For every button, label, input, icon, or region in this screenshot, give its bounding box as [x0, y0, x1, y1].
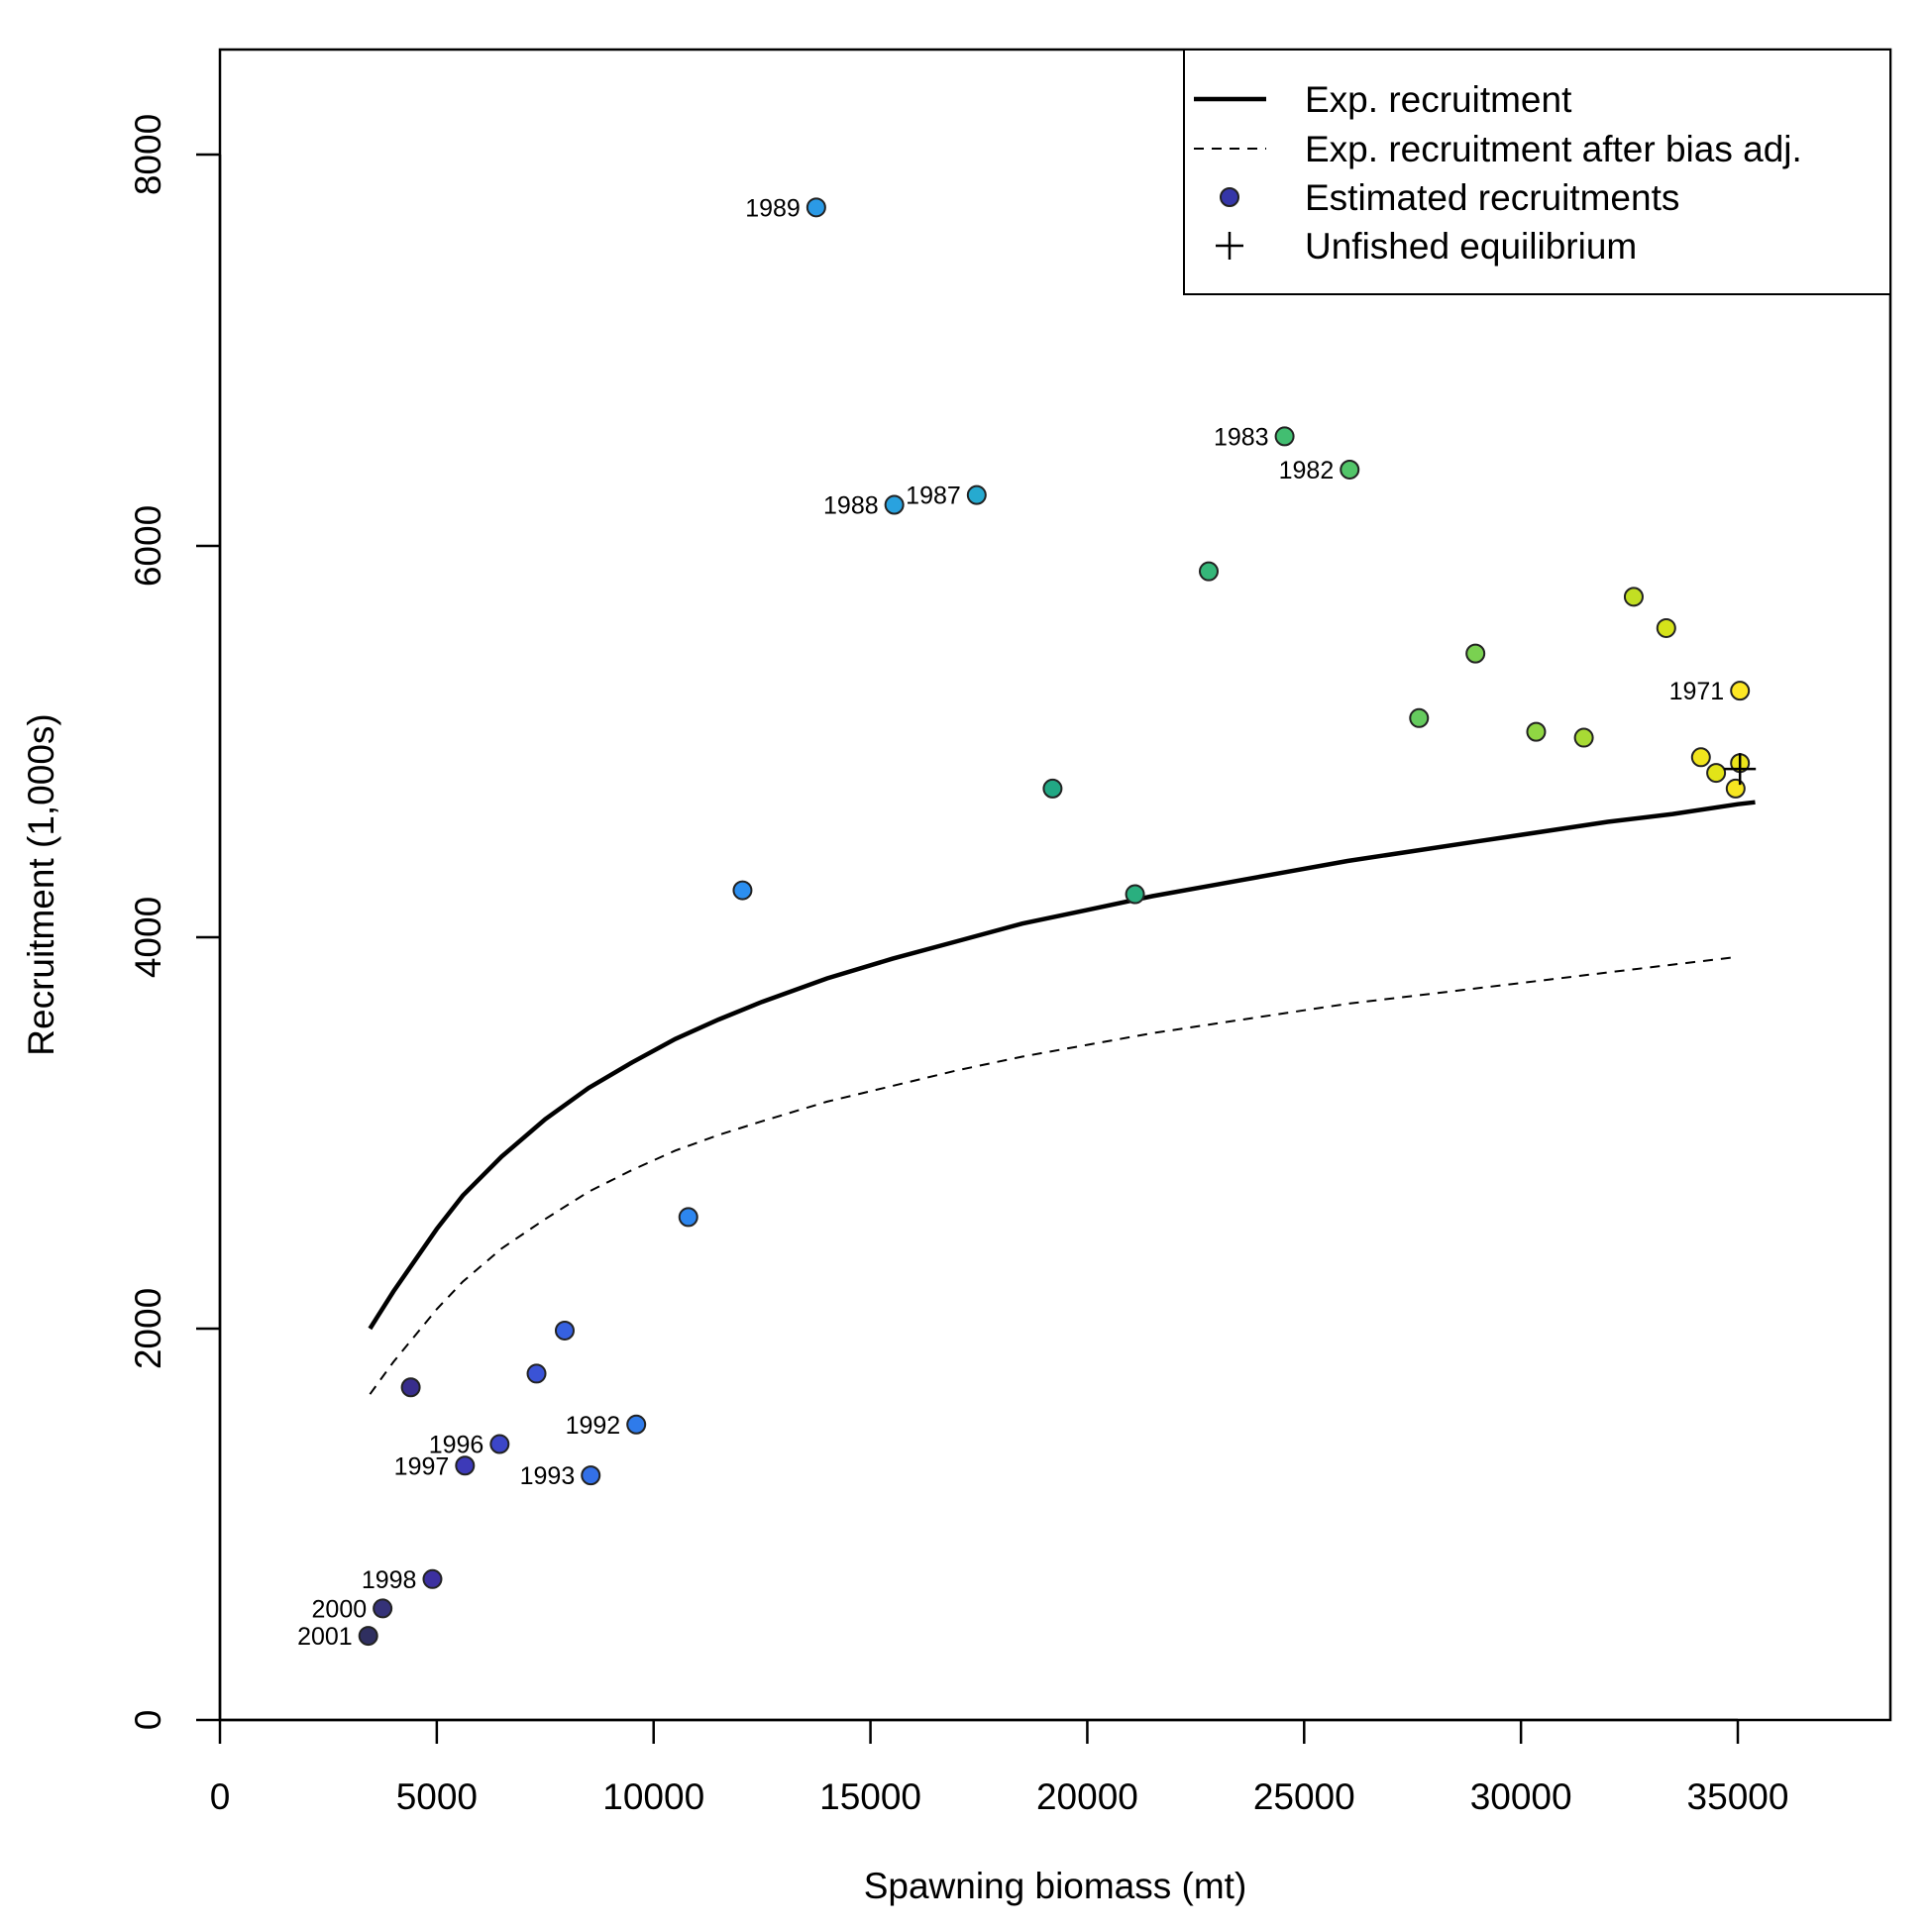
recruitment-point: [489, 1434, 510, 1454]
y-tick-label: 0: [128, 1710, 168, 1731]
recruitment-point: [732, 880, 753, 901]
recruitment-point: [455, 1455, 476, 1476]
recruitment-point: [1623, 587, 1644, 607]
recruitment-point: [1690, 747, 1711, 768]
point-year-label: 2000: [312, 1595, 368, 1623]
recruitment-point: [805, 197, 826, 218]
recruitment-point: [884, 494, 905, 515]
y-axis-label: Recruitment (1,000s): [21, 713, 61, 1055]
recruitment-point: [358, 1626, 378, 1647]
point-year-label: 2001: [297, 1623, 353, 1651]
recruitment-point: [1198, 561, 1219, 582]
recruitment-point: [1725, 778, 1746, 799]
x-tick-label: 25000: [1253, 1776, 1355, 1817]
recruitment-point: [626, 1414, 647, 1435]
y-axis: 0 2000 4000 6000 8000: [128, 114, 222, 1731]
legend: Exp. recruitment Exp. recruitment after …: [1183, 49, 1891, 295]
y-tick-label: 4000: [128, 897, 168, 978]
recruitment-point: [966, 484, 987, 505]
legend-point-symbol: [1220, 187, 1239, 207]
x-tick-label: 20000: [1036, 1776, 1138, 1817]
unfished-equilibrium-marker: [1724, 753, 1757, 786]
legend-box: [1183, 49, 1891, 295]
recruitment-point: [400, 1377, 421, 1398]
point-year-label: 1997: [394, 1452, 450, 1480]
point-year-label: 1993: [520, 1462, 576, 1490]
recruitment-point: [1340, 459, 1360, 480]
recruitment-point: [678, 1207, 698, 1228]
x-tick-label: 35000: [1687, 1776, 1789, 1817]
point-year-label: 1989: [745, 194, 801, 222]
recruitment-point: [581, 1465, 601, 1486]
legend-label-exp-recruitment: Exp. recruitment: [1305, 79, 1572, 120]
point-year-label: 1983: [1214, 423, 1269, 451]
x-tick-label: 10000: [602, 1776, 704, 1817]
x-tick-label: 5000: [396, 1776, 478, 1817]
x-tick-label: 30000: [1470, 1776, 1572, 1817]
recruitment-point: [526, 1363, 547, 1384]
points: [358, 197, 1757, 1647]
point-year-label: 1982: [1279, 457, 1335, 484]
recruitment-point: [1656, 617, 1676, 638]
legend-label-estimated-recruitments: Estimated recruitments: [1305, 177, 1679, 218]
recruitment-point: [1730, 681, 1751, 701]
x-tick-label: 15000: [819, 1776, 921, 1817]
recruitment-point: [1274, 426, 1295, 447]
recruitment-point: [1526, 721, 1547, 742]
recruitment-point: [554, 1320, 575, 1341]
point-year-label: 1971: [1669, 678, 1725, 705]
legend-plus-symbol: [1216, 232, 1243, 260]
exp-recruitment-bias-adj-curve: [369, 955, 1739, 1395]
recruitment-point: [422, 1568, 443, 1589]
point-year-label: 1987: [906, 483, 961, 510]
recruitment-point: [1465, 643, 1486, 664]
recruitment-point: [373, 1598, 393, 1619]
x-tick-label: 0: [210, 1776, 231, 1817]
point-year-label: 1992: [566, 1412, 621, 1440]
y-tick-label: 2000: [128, 1288, 168, 1369]
recruitment-point: [1573, 727, 1594, 748]
exp-recruitment-curve: [368, 800, 1756, 1331]
point-year-label: 1998: [362, 1566, 417, 1594]
recruitment-point: [1125, 884, 1145, 905]
x-axis-label: Spawning biomass (mt): [864, 1866, 1247, 1906]
legend-label-exp-recruitment-bias-adj: Exp. recruitment after bias adj.: [1305, 129, 1802, 169]
recruitment-point: [1706, 763, 1727, 784]
x-axis: 0 5000 10000 15000 20000 25000 30000 35000: [210, 1718, 1789, 1817]
point-labels: 1971 1982 1983 1987 1988 1989 1992 1993 19961997…: [297, 194, 1724, 1651]
legend-label-unfished-equilibrium: Unfished equilibrium: [1305, 226, 1637, 267]
y-tick-label: 6000: [128, 505, 168, 587]
curves: [368, 800, 1756, 1395]
recruitment-point: [1409, 707, 1430, 728]
point-year-label: 1996: [429, 1432, 484, 1459]
recruitment-point: [1042, 778, 1063, 799]
y-tick-label: 8000: [128, 114, 168, 195]
point-year-label: 1988: [823, 492, 879, 520]
